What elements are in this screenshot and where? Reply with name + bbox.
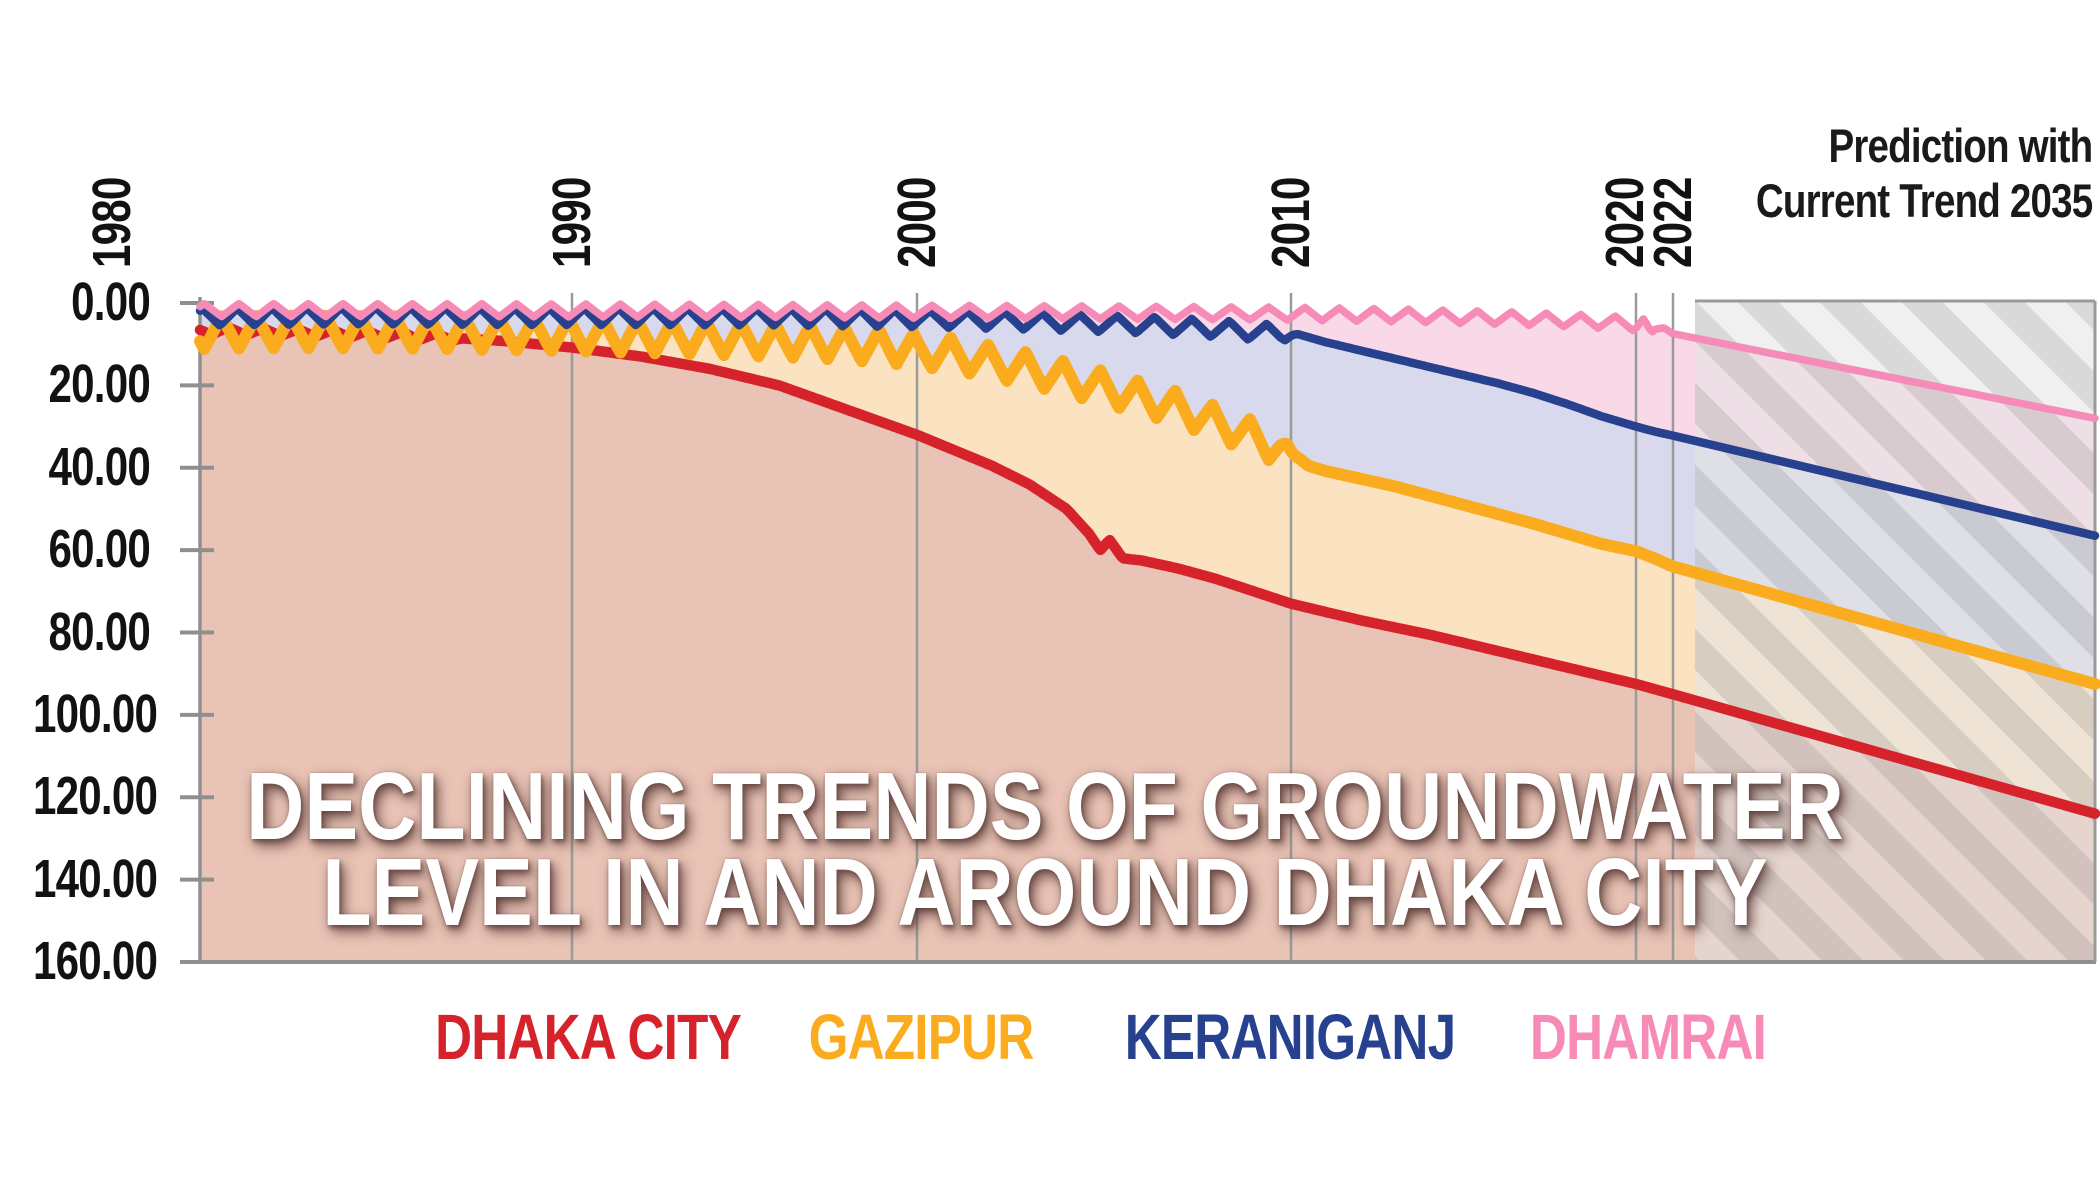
legend-item-gazipur: GAZIPUR xyxy=(808,1001,1035,1073)
y-axis-label-40.00: 40.00 xyxy=(48,436,150,497)
chart-title-line1: DECLINING TRENDS OF GROUNDWATER xyxy=(246,753,1844,860)
prediction-note: Prediction with Current Trend 2035 xyxy=(1755,118,2092,228)
area-dhaka-city xyxy=(200,327,2095,962)
y-axis-label-140.00: 140.00 xyxy=(33,848,158,909)
y-axis-label-20.00: 20.00 xyxy=(48,354,150,415)
legend-item-dhamrai: DHAMRAI xyxy=(1529,1001,1767,1073)
line-keraniganj xyxy=(195,303,2100,540)
y-axis-label-100.00: 100.00 xyxy=(33,683,158,744)
x-axis-label-2010: 2010 xyxy=(1261,177,1321,268)
y-axis-label-80.00: 80.00 xyxy=(48,601,150,662)
x-axis-label-2022: 2022 xyxy=(1643,177,1703,268)
y-axis-label-60.00: 60.00 xyxy=(48,519,150,580)
x-axis-label-1980: 1980 xyxy=(82,177,142,268)
y-axis-label-0.00: 0.00 xyxy=(71,272,151,332)
y-axis-label-120.00: 120.00 xyxy=(33,766,158,827)
x-axis-label-2000: 2000 xyxy=(887,177,947,268)
x-axis-label-1990: 1990 xyxy=(542,177,602,268)
chart-title-line2: LEVEL IN AND AROUND DHAKA CITY xyxy=(322,839,1768,946)
prediction-note-line2: Current Trend 2035 xyxy=(1755,174,2092,227)
legend-item-keraniganj: KERANIGANJ xyxy=(1124,1001,1456,1073)
line-dhamrai xyxy=(196,299,2099,423)
prediction-note-line1: Prediction with xyxy=(1828,119,2093,172)
y-axis-label-160.00: 160.00 xyxy=(33,931,158,991)
legend-item-dhaka-city: DHAKA CITY xyxy=(435,1001,742,1073)
line-gazipur xyxy=(194,309,2100,690)
